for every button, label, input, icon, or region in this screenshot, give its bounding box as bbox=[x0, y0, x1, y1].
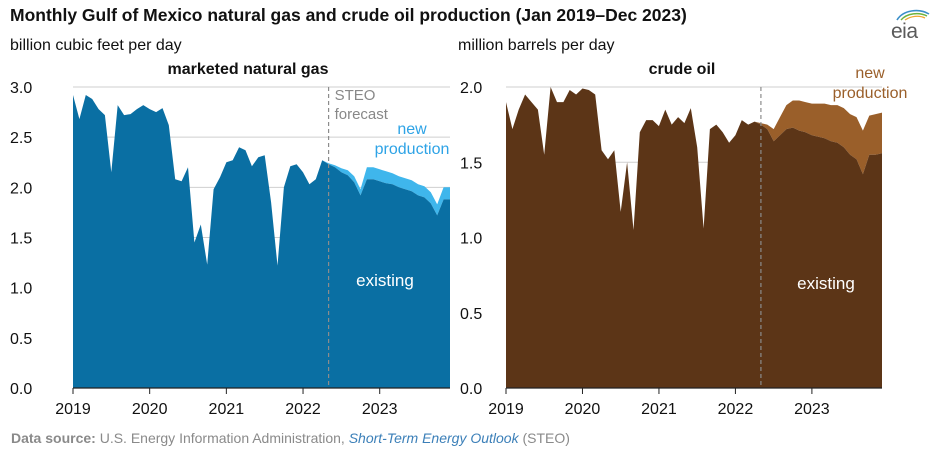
gas-ytick-label: 2.5 bbox=[10, 130, 32, 147]
gas-xtick-label: 2021 bbox=[209, 401, 245, 418]
oil-ytick-label: 2.0 bbox=[460, 80, 482, 97]
gas-ytick-label: 3.0 bbox=[10, 80, 32, 97]
gas-ytick-label: 1.0 bbox=[10, 281, 32, 298]
oil-existing-label: existing bbox=[797, 274, 855, 293]
gas-existing-label: existing bbox=[356, 271, 414, 290]
oil-xtick-label: 2023 bbox=[794, 401, 830, 418]
eia-logo[interactable]: eia bbox=[883, 6, 941, 46]
gas-existing-area bbox=[73, 95, 450, 388]
oil-ytick-label: 0.5 bbox=[460, 306, 482, 323]
gas-panel-title: marketed natural gas bbox=[168, 61, 329, 78]
data-source: Data source: U.S. Energy Information Adm… bbox=[11, 430, 570, 446]
chart-title: Monthly Gulf of Mexico natural gas and c… bbox=[10, 5, 687, 25]
oil-existing-area bbox=[506, 87, 882, 388]
gas-forecast-label: STEO forecast bbox=[335, 87, 389, 123]
oil-xtick-label: 2022 bbox=[718, 401, 754, 418]
gas-xtick-label: 2020 bbox=[132, 401, 168, 418]
oil-xtick-label: 2020 bbox=[565, 401, 601, 418]
source-abbrev: (STEO) bbox=[522, 430, 570, 446]
oil-ytick-label: 1.0 bbox=[460, 231, 482, 248]
oil-new-production-area bbox=[506, 87, 882, 230]
gas-ytick-label: 2.0 bbox=[10, 180, 32, 197]
oil-xtick-label: 2019 bbox=[488, 401, 524, 418]
oil-new-production-label: new production bbox=[833, 65, 908, 102]
gas-ytick-label: 0.5 bbox=[10, 331, 32, 348]
gas-xtick-label: 2022 bbox=[285, 401, 321, 418]
source-publication-link[interactable]: Short-Term Energy Outlook bbox=[348, 430, 519, 446]
source-org: U.S. Energy Information Administration, bbox=[99, 430, 345, 446]
oil-xtick-label: 2021 bbox=[641, 401, 677, 418]
source-label: Data source: bbox=[11, 430, 96, 446]
gas-chart: 0.0 0.5 1.0 1.5 2.0 2.5 3.0 2019 2020 2021 2022 202… bbox=[10, 61, 450, 418]
gas-ytick-label: 1.5 bbox=[10, 231, 32, 248]
gas-unit-label: billion cubic feet per day bbox=[10, 37, 182, 54]
oil-ytick-label: 1.5 bbox=[460, 155, 482, 172]
gas-new-production-label: new production bbox=[375, 121, 450, 158]
gas-xtick-label: 2019 bbox=[55, 401, 91, 418]
eia-logo-text: eia bbox=[891, 20, 918, 43]
oil-ytick-label: 0.0 bbox=[460, 381, 482, 398]
eia-logo-icon bbox=[896, 9, 930, 21]
gas-xtick-label: 2023 bbox=[362, 401, 398, 418]
oil-unit-label: million barrels per day bbox=[458, 37, 615, 54]
oil-panel-title: crude oil bbox=[649, 61, 716, 78]
oil-chart: 0.0 0.5 1.0 1.5 2.0 2019 2020 2021 2022 2023 crude… bbox=[460, 61, 907, 418]
gas-ytick-label: 0.0 bbox=[10, 381, 32, 398]
